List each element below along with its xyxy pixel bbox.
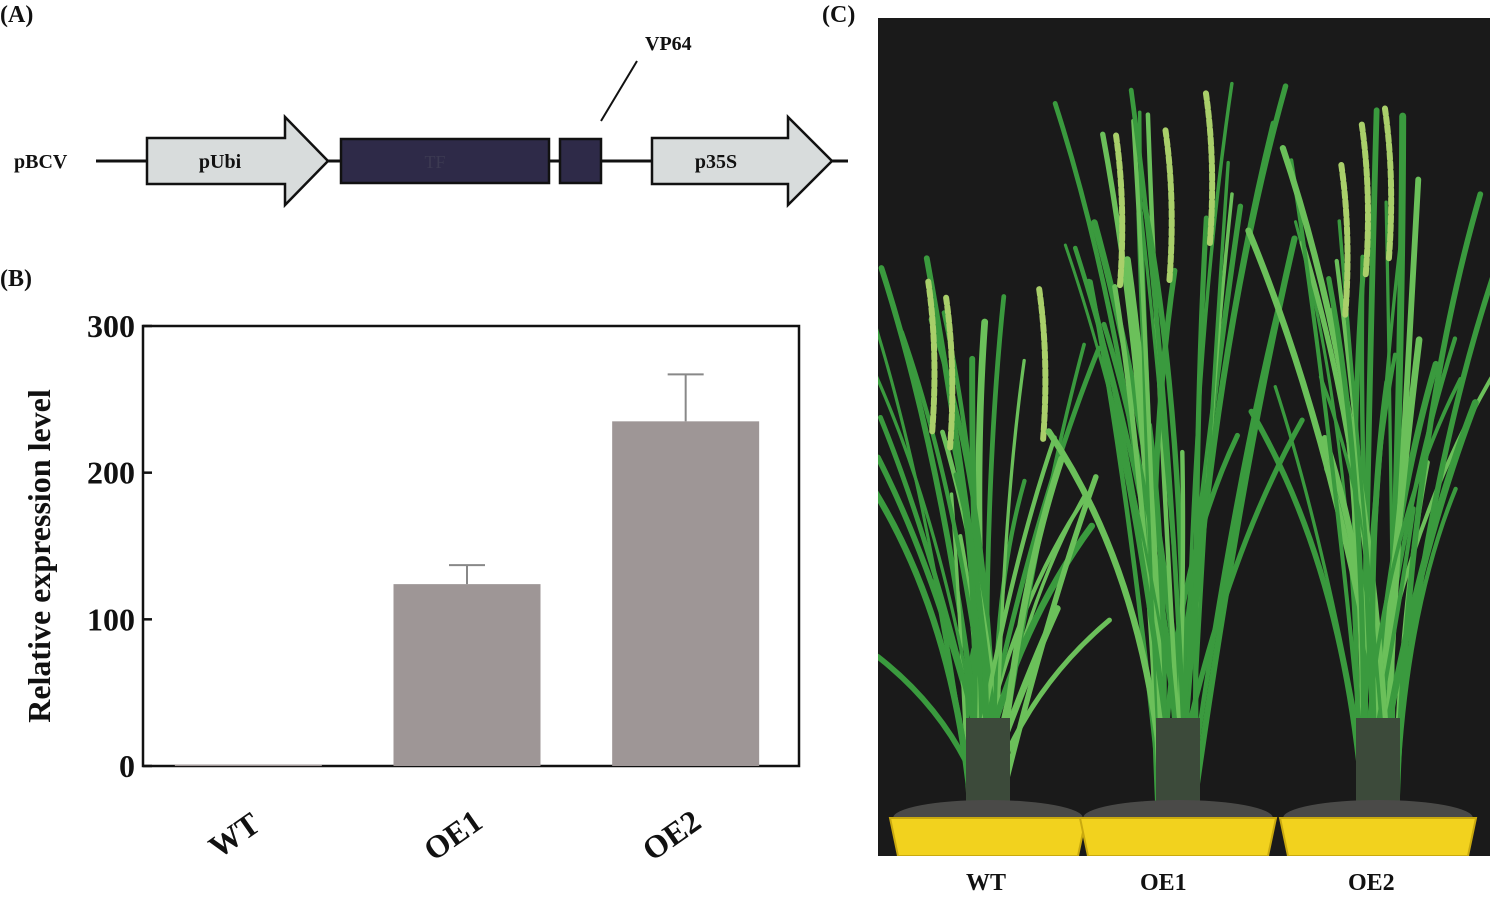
vp64-box xyxy=(558,137,603,185)
panicle xyxy=(1381,105,1395,262)
vp64-label: VP64 xyxy=(645,33,692,55)
panel-b-label: (B) xyxy=(0,266,32,292)
tf-label: TF xyxy=(424,152,445,172)
stem-base xyxy=(1156,718,1200,813)
leaf-blade xyxy=(996,474,1099,811)
photo-caption-oe1: OE1 xyxy=(1140,870,1187,896)
photo-caption-wt: WT xyxy=(966,870,1007,896)
y-tick-label: 300 xyxy=(87,308,135,344)
photo-caption-oe2: OE2 xyxy=(1348,870,1395,896)
leaf-blade xyxy=(1137,110,1164,810)
panicle xyxy=(1202,90,1216,247)
p35s-promoter-arrow xyxy=(650,113,834,209)
stem-base xyxy=(966,718,1010,813)
y-axis-label: Relative expression level xyxy=(21,389,57,723)
panel-a-label: (A) xyxy=(0,2,34,28)
panicle xyxy=(1162,127,1175,284)
x-tick-label-wt: WT xyxy=(202,805,266,865)
panicle xyxy=(1113,132,1126,289)
pubi-promoter-arrow xyxy=(145,113,330,209)
leaf-blade xyxy=(878,328,973,810)
vp64-callout-line xyxy=(600,60,638,122)
panicle xyxy=(943,294,956,451)
construct-diagram: pBCV pUbi TF VP64 p35S xyxy=(14,33,848,209)
plant-pot xyxy=(888,817,1088,856)
leaf-blade xyxy=(1388,276,1490,811)
tf-box xyxy=(339,137,551,185)
leaf-blade xyxy=(1185,264,1291,811)
bar-oe2 xyxy=(612,421,760,766)
leaf-blade xyxy=(1063,243,1190,810)
leaf-blade xyxy=(1187,160,1230,810)
panicle xyxy=(1036,285,1049,442)
y-tick-label: 100 xyxy=(87,601,135,637)
construct-name: pBCV xyxy=(14,151,68,173)
y-tick-label: 0 xyxy=(119,748,135,784)
pubi-label: pUbi xyxy=(199,151,242,173)
expression-bar-chart: 0 100 200 300 Relative expression level WT OE1… xyxy=(21,308,801,868)
leaf-blade xyxy=(1289,158,1370,811)
stem-base xyxy=(1356,718,1400,813)
leaf-blade xyxy=(1174,120,1276,811)
panicle xyxy=(925,278,938,435)
panicle xyxy=(1338,161,1351,318)
panel-c-label: (C) xyxy=(822,2,856,28)
leaf-blade xyxy=(1131,118,1165,811)
x-tick-label-oe2: OE2 xyxy=(636,802,708,867)
plant-pot xyxy=(1078,817,1278,856)
y-tick-label: 200 xyxy=(87,455,135,491)
p35s-label: p35S xyxy=(695,151,737,173)
plant-pot xyxy=(1278,817,1478,856)
bar-oe1 xyxy=(393,584,541,766)
rice-plants-image xyxy=(878,18,1490,856)
x-tick-label-oe1: OE1 xyxy=(417,802,489,867)
bar-wt xyxy=(174,764,322,767)
panicle xyxy=(1358,121,1372,278)
leaf-blade xyxy=(1128,87,1190,811)
plant-photo xyxy=(878,18,1490,856)
